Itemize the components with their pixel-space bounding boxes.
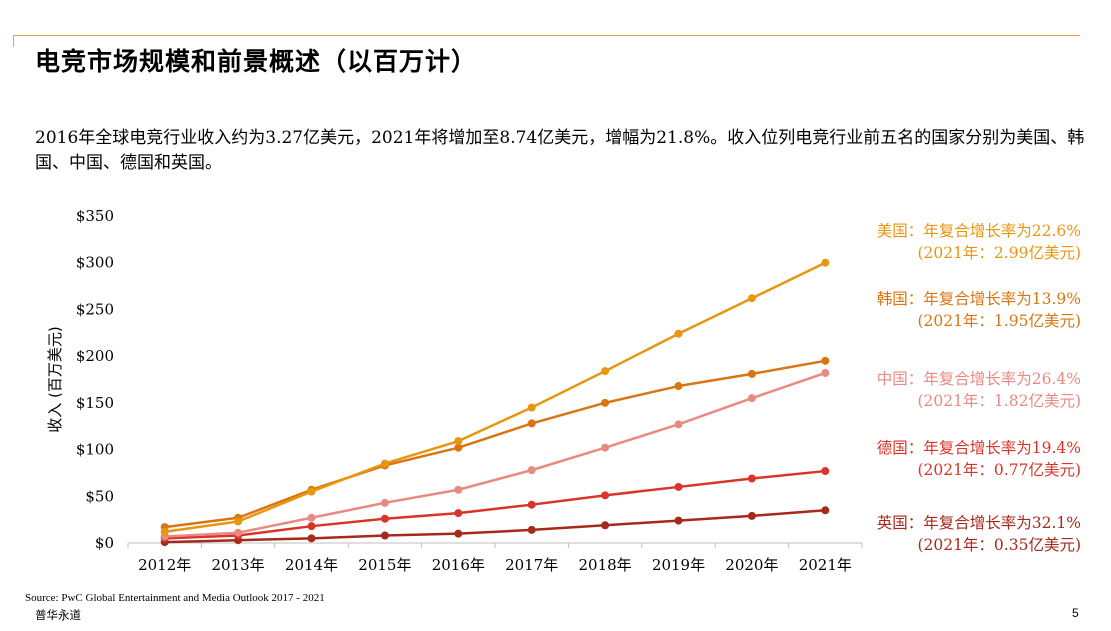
data-point-美国 bbox=[234, 517, 243, 526]
series-line-英国 bbox=[164, 509, 826, 544]
data-point-美国 bbox=[821, 258, 830, 267]
data-point-中国 bbox=[747, 394, 756, 403]
x-tick-label: 2021年 bbox=[799, 556, 852, 574]
data-point-韩国 bbox=[527, 419, 536, 428]
data-point-英国 bbox=[380, 531, 389, 540]
page-number: 5 bbox=[1072, 606, 1079, 620]
data-point-中国 bbox=[601, 443, 610, 452]
data-point-英国 bbox=[747, 511, 756, 520]
data-point-英国 bbox=[527, 525, 536, 534]
x-tick-label: 2015年 bbox=[358, 556, 411, 574]
x-tick-label: 2019年 bbox=[652, 556, 705, 574]
y-tick-label: $100 bbox=[76, 441, 114, 459]
y-tick-label: $150 bbox=[76, 394, 114, 412]
legend-growth-rate: 英国：年复合增长率为32.1% bbox=[876, 514, 1081, 532]
series-line-德国 bbox=[164, 469, 826, 540]
legend-2021-value: (2021年：1.95亿美元) bbox=[917, 312, 1081, 330]
x-tick-label: 2014年 bbox=[285, 556, 338, 574]
x-tick-label: 2013年 bbox=[212, 556, 265, 574]
data-point-中国 bbox=[821, 368, 830, 377]
legend-entry-英国: 英国：年复合增长率为32.1% (2021年：0.35亿美元) bbox=[877, 512, 1081, 556]
legend-2021-value: (2021年：0.77亿美元) bbox=[917, 461, 1081, 479]
intro-text: 2016年全球电竞行业收入约为3.27亿美元，2021年将增加至8.74亿美元，… bbox=[35, 128, 1085, 173]
y-tick-label: $0 bbox=[95, 534, 114, 552]
data-point-美国 bbox=[747, 294, 756, 303]
data-point-韩国 bbox=[747, 369, 756, 378]
top-rule bbox=[13, 35, 1080, 36]
data-point-中国 bbox=[527, 466, 536, 475]
data-point-德国 bbox=[821, 467, 830, 476]
legend-2021-value: (2021年：2.99亿美元) bbox=[917, 244, 1081, 262]
data-point-韩国 bbox=[674, 382, 683, 391]
legend-entry-中国: 中国：年复合增长率为26.4% (2021年：1.82亿美元) bbox=[877, 368, 1081, 412]
data-point-英国 bbox=[307, 534, 316, 543]
legend-entry-美国: 美国：年复合增长率为22.6% (2021年：2.99亿美元) bbox=[877, 220, 1081, 264]
series-line-中国 bbox=[164, 371, 826, 538]
data-point-德国 bbox=[674, 482, 683, 491]
data-point-美国 bbox=[454, 437, 463, 446]
data-point-美国 bbox=[380, 459, 389, 468]
legend-entry-德国: 德国：年复合增长率为19.4% (2021年：0.77亿美元) bbox=[877, 437, 1081, 481]
legend-growth-rate: 中国：年复合增长率为26.4% bbox=[876, 370, 1081, 388]
data-point-德国 bbox=[307, 522, 316, 531]
brand-name: 普华永道 bbox=[35, 608, 81, 622]
legend-growth-rate: 美国：年复合增长率为22.6% bbox=[876, 222, 1081, 240]
data-point-中国 bbox=[307, 513, 316, 522]
data-point-英国 bbox=[454, 529, 463, 538]
data-point-德国 bbox=[601, 491, 610, 500]
revenue-line-chart: $0 $50 $100 $150 $200 $250 $300 $350 收入 (百万美元) 20… bbox=[46, 207, 863, 574]
y-tick-label: $50 bbox=[85, 487, 114, 505]
series-line-韩国 bbox=[164, 359, 826, 529]
data-point-美国 bbox=[601, 367, 610, 376]
data-point-美国 bbox=[307, 487, 316, 496]
top-rule-tick bbox=[13, 35, 14, 47]
legend-growth-rate: 韩国：年复合增长率为13.9% bbox=[876, 290, 1081, 308]
page-title: 电竞市场规模和前景概述（以百万计） bbox=[35, 47, 478, 76]
y-tick-label: $350 bbox=[76, 207, 114, 225]
legend-2021-value: (2021年：0.35亿美元) bbox=[917, 536, 1081, 554]
x-tick-label: 2012年 bbox=[138, 556, 191, 574]
data-point-英国 bbox=[821, 506, 830, 515]
x-tick-label: 2016年 bbox=[432, 556, 485, 574]
data-point-美国 bbox=[527, 403, 536, 412]
legend-entry-韩国: 韩国：年复合增长率为13.9% (2021年：1.95亿美元) bbox=[877, 288, 1081, 332]
series-line-美国 bbox=[164, 261, 826, 534]
x-tick-label: 2020年 bbox=[725, 556, 778, 574]
y-tick-label: $200 bbox=[76, 347, 114, 365]
data-point-美国 bbox=[160, 527, 169, 536]
data-point-美国 bbox=[674, 329, 683, 338]
y-tick-label: $300 bbox=[76, 254, 114, 272]
data-point-韩国 bbox=[821, 356, 830, 365]
data-point-德国 bbox=[454, 509, 463, 518]
legend-growth-rate: 德国：年复合增长率为19.4% bbox=[876, 439, 1081, 457]
data-point-中国 bbox=[380, 498, 389, 507]
data-point-中国 bbox=[674, 420, 683, 429]
source-note: Source: PwC Global Entertainment and Med… bbox=[25, 592, 325, 604]
x-tick-label: 2018年 bbox=[579, 556, 632, 574]
data-point-德国 bbox=[380, 514, 389, 523]
data-point-中国 bbox=[454, 485, 463, 494]
y-tick-label: $250 bbox=[76, 300, 114, 318]
data-point-韩国 bbox=[601, 398, 610, 407]
data-point-中国 bbox=[234, 528, 243, 537]
legend-2021-value: (2021年：1.82亿美元) bbox=[917, 392, 1081, 410]
data-point-德国 bbox=[747, 474, 756, 483]
data-point-韩国 bbox=[454, 443, 463, 452]
x-tick-label: 2017年 bbox=[505, 556, 558, 574]
data-point-德国 bbox=[527, 500, 536, 509]
y-axis-title: 收入 (百万美元) bbox=[46, 326, 64, 432]
data-point-英国 bbox=[601, 521, 610, 530]
data-point-英国 bbox=[674, 516, 683, 525]
